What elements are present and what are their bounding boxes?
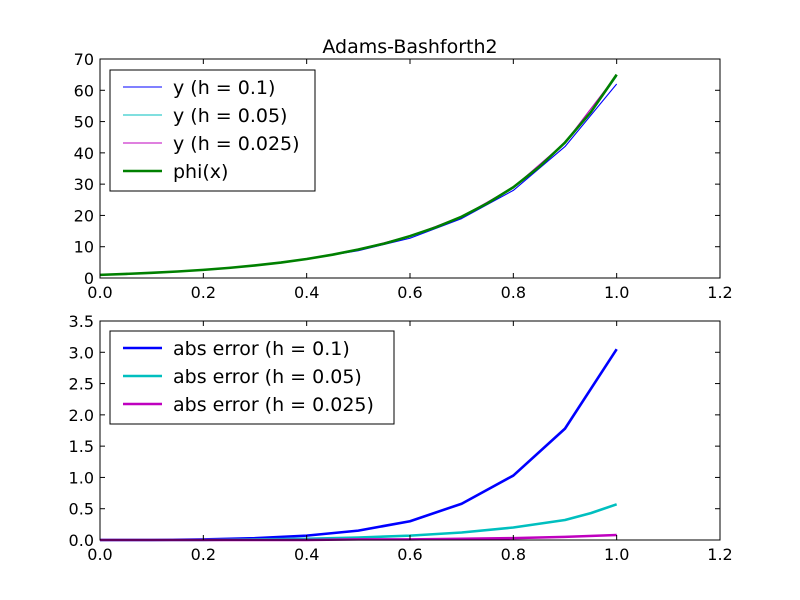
y-tick-label: 20	[74, 206, 94, 225]
y-tick-label: 3.5	[69, 312, 94, 331]
x-tick-label: 0.6	[397, 283, 422, 302]
legend-label: abs error (h = 0.05)	[173, 366, 362, 388]
x-tick-label: 0.0	[87, 545, 112, 564]
x-tick-label: 0.8	[501, 545, 526, 564]
x-tick-label: 0.4	[294, 545, 319, 564]
x-tick-label: 0.2	[191, 283, 216, 302]
legend-box	[109, 330, 395, 425]
y-tick-label: 50	[74, 113, 94, 132]
x-tick-label: 0.0	[87, 283, 112, 302]
x-tick-label: 1.2	[707, 283, 732, 302]
series-line-4	[99, 73, 618, 277]
x-tick-label: 1.0	[604, 283, 629, 302]
x-tick-label: 0.6	[397, 545, 422, 564]
y-tick-label: 10	[74, 238, 94, 257]
y-tick-label: 2.5	[69, 375, 94, 394]
y-tick-label: 70	[74, 50, 94, 69]
y-tick-label: 60	[74, 81, 94, 100]
x-tick-label: 1.2	[707, 545, 732, 564]
chart-title: Adams-Bashforth2	[322, 36, 497, 58]
x-tick-label: 1.0	[604, 545, 629, 564]
legend-label: y (h = 0.025)	[173, 133, 300, 155]
top-plot: 0.0 0.2 0.4 0.6 0.8 1.0 1.2 0 10 20 30 40 50 60 70 y (h…	[74, 50, 733, 302]
x-tick-label: 0.2	[191, 545, 216, 564]
legend-label: abs error (h = 0.1)	[173, 338, 350, 360]
legend-label: phi(x)	[173, 161, 228, 183]
legend-label: y (h = 0.1)	[173, 77, 275, 99]
bottom-plot: 0.0 0.2 0.4 0.6 0.8 1.0 1.2 0.0 0.5 1.0 1.5 2.0 2.5 3…	[69, 312, 733, 564]
x-tick-label: 0.4	[294, 283, 319, 302]
y-tick-label: 3.0	[69, 343, 94, 362]
y-tick-label: 0.0	[69, 531, 94, 550]
legend-label: abs error (h = 0.025)	[173, 394, 374, 416]
y-tick-label: 2.0	[69, 406, 94, 425]
y-tick-label: 30	[74, 175, 94, 194]
y-tick-label: 40	[74, 144, 94, 163]
y-tick-label: 0.5	[69, 500, 94, 519]
x-tick-label: 0.8	[501, 283, 526, 302]
y-tick-label: 1.0	[69, 468, 94, 487]
legend-label: y (h = 0.05)	[173, 105, 287, 127]
y-tick-label: 0	[84, 269, 94, 288]
y-tick-label: 1.5	[69, 437, 94, 456]
